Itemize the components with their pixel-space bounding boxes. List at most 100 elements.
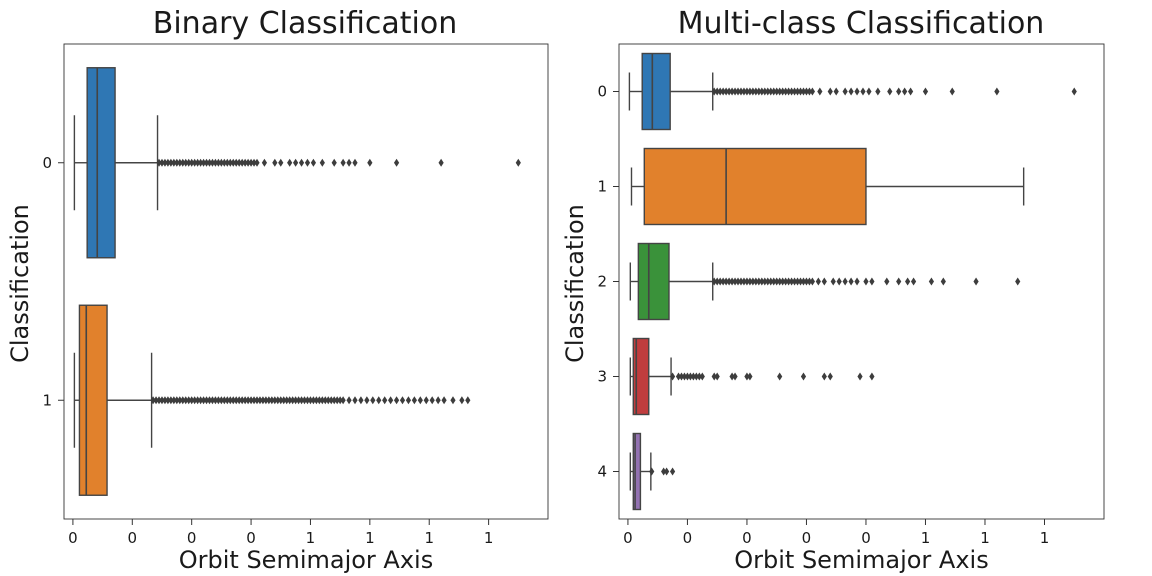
outlier-point xyxy=(230,158,236,167)
outlier-point xyxy=(242,158,248,167)
outlier-point xyxy=(370,396,376,405)
outlier-point xyxy=(780,87,786,96)
outlier-point xyxy=(298,396,305,405)
box-0 xyxy=(86,67,116,259)
outlier-point xyxy=(714,277,720,286)
outlier-point xyxy=(699,372,705,381)
x-axis-label: Orbit Semimajor Axis xyxy=(179,546,433,574)
outlier-point xyxy=(156,396,162,405)
outlier-point xyxy=(186,158,192,167)
outlier-point xyxy=(848,277,854,286)
outlier-point xyxy=(675,372,682,381)
outlier-point xyxy=(212,396,219,405)
outlier-point xyxy=(803,87,810,96)
outlier-point xyxy=(1015,277,1021,286)
outlier-point xyxy=(346,158,352,167)
outlier-point xyxy=(209,158,216,167)
outlier-point xyxy=(165,158,171,167)
outlier-point xyxy=(239,396,245,405)
box-0 xyxy=(641,52,671,131)
outlier-point xyxy=(905,277,911,286)
outlier-point xyxy=(696,372,702,381)
outlier-point xyxy=(780,277,786,286)
outlier-point xyxy=(711,372,717,381)
outlier-point xyxy=(319,158,325,167)
outlier-point xyxy=(159,396,165,405)
outlier-point xyxy=(717,277,723,286)
outlier-point xyxy=(729,87,735,96)
x-tick-label: 1 xyxy=(306,529,316,547)
outlier-point xyxy=(328,396,334,405)
outlier-point xyxy=(307,396,314,405)
y-tick-label: 4 xyxy=(597,463,607,481)
outlier-point xyxy=(180,158,186,167)
x-tick-label: 0 xyxy=(68,529,78,547)
outlier-point xyxy=(794,87,801,96)
outlier-point xyxy=(165,396,171,405)
box-2 xyxy=(637,242,670,321)
outlier-point xyxy=(753,87,759,96)
outlier-point xyxy=(815,277,821,286)
outlier-point xyxy=(1071,87,1077,96)
outlier-point xyxy=(180,396,186,405)
outlier-point xyxy=(732,372,738,381)
outlier-point xyxy=(304,396,311,405)
x-tick-label: 0 xyxy=(187,529,197,547)
outlier-point xyxy=(800,87,807,96)
outlier-point xyxy=(189,396,195,405)
outlier-point xyxy=(753,277,759,286)
outlier-point xyxy=(239,158,245,167)
y-axis-label: Classification xyxy=(6,204,34,363)
outlier-point xyxy=(750,277,756,286)
outlier-point xyxy=(159,158,165,167)
outlier-point xyxy=(337,396,343,405)
outlier-point xyxy=(197,396,204,405)
outlier-point xyxy=(352,396,358,405)
outlier-point xyxy=(842,277,848,286)
outlier-point xyxy=(768,277,774,286)
outlier-point xyxy=(711,277,717,286)
outlier-point xyxy=(869,277,875,286)
outlier-point xyxy=(257,396,263,405)
outlier-point xyxy=(200,396,207,405)
outlier-point xyxy=(304,158,311,167)
outlier-point xyxy=(203,158,210,167)
box-1 xyxy=(78,304,108,496)
outlier-point xyxy=(797,277,804,286)
outlier-point xyxy=(854,87,860,96)
outlier-point xyxy=(756,277,762,286)
outlier-point xyxy=(272,396,278,405)
chart-title: Multi-class Classification xyxy=(678,6,1045,41)
outlier-point xyxy=(183,396,189,405)
outlier-point xyxy=(684,372,691,381)
outlier-point xyxy=(788,277,795,286)
outlier-point xyxy=(171,158,177,167)
outlier-point xyxy=(459,396,465,405)
outlier-point xyxy=(287,396,293,405)
outlier-point xyxy=(266,396,272,405)
outlier-point xyxy=(717,87,723,96)
outlier-point xyxy=(669,467,676,476)
outlier-point xyxy=(224,396,230,405)
outlier-point xyxy=(248,158,254,167)
outlier-point xyxy=(295,396,302,405)
outlier-point xyxy=(197,158,204,167)
outlier-point xyxy=(949,87,955,96)
outlier-point xyxy=(168,158,174,167)
outlier-point xyxy=(729,277,735,286)
outlier-point xyxy=(848,87,854,96)
outlier-point xyxy=(842,87,848,96)
outlier-point xyxy=(887,87,893,96)
outlier-point xyxy=(994,87,1000,96)
outlier-point xyxy=(236,158,242,167)
outlier-point xyxy=(809,277,816,286)
outlier-point xyxy=(863,277,869,286)
outlier-point xyxy=(806,277,813,286)
outlier-point xyxy=(896,87,902,96)
outlier-point xyxy=(821,372,827,381)
outlier-point xyxy=(896,277,902,286)
y-tick-label: 0 xyxy=(42,154,52,172)
outlier-point xyxy=(720,87,726,96)
y-tick-label: 1 xyxy=(597,178,607,196)
outlier-point xyxy=(177,396,183,405)
